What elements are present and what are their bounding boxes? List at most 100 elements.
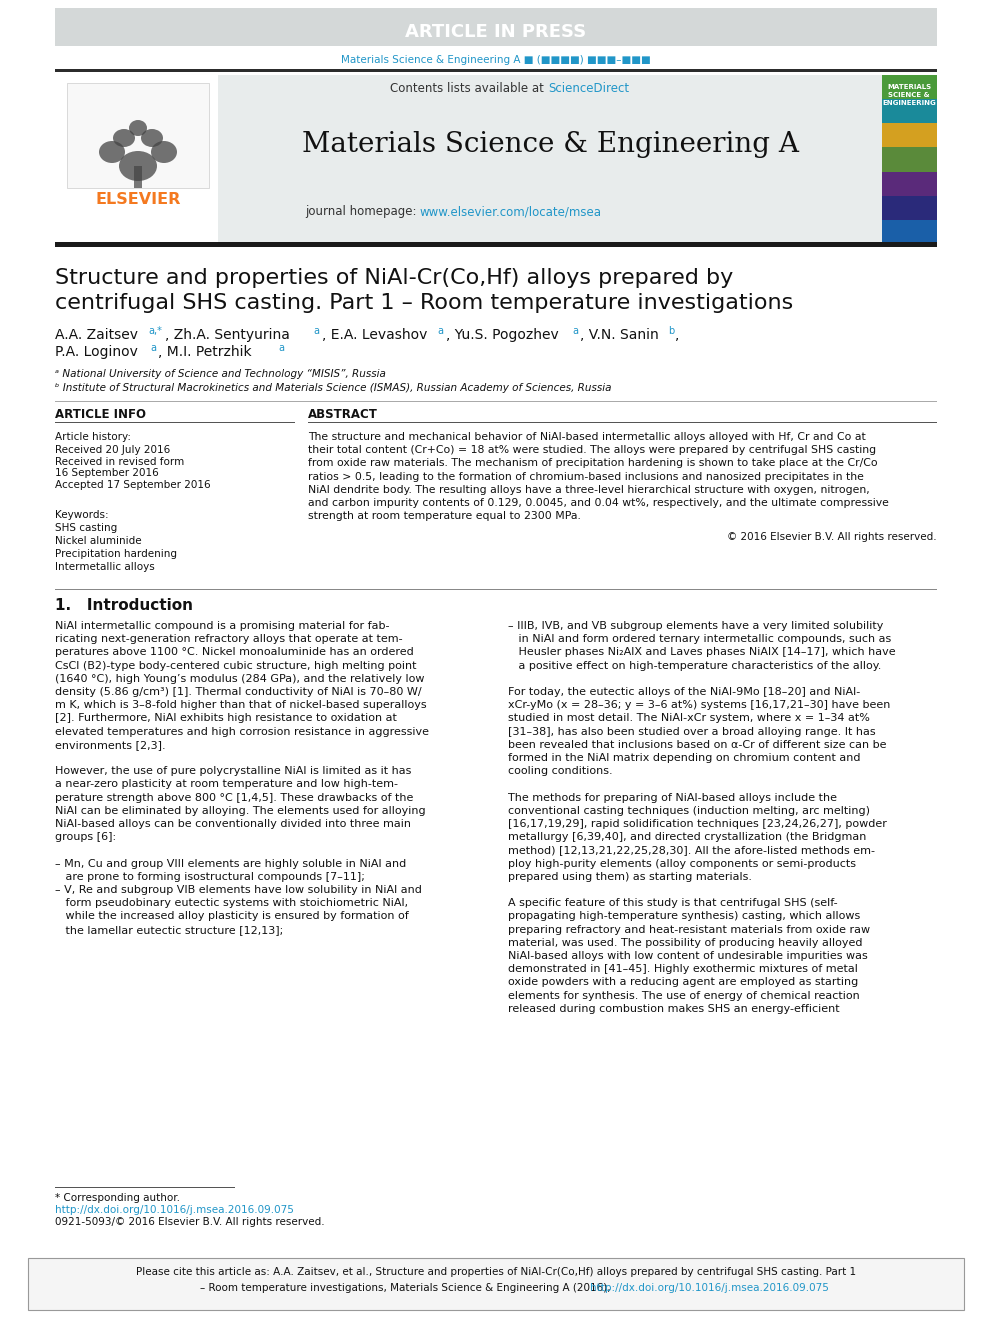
Text: SHS casting: SHS casting [55,523,117,533]
Text: density (5.86 g/cm³) [1]. Thermal conductivity of NiAl is 70–80 W/: density (5.86 g/cm³) [1]. Thermal conduc… [55,687,422,697]
Text: environments [2,3].: environments [2,3]. [55,740,166,750]
Bar [882,75,937,99]
Text: http://dx.doi.org/10.1016/j.msea.2016.09.075: http://dx.doi.org/10.1016/j.msea.2016.09… [55,1205,294,1215]
Text: ABSTRACT: ABSTRACT [308,409,378,422]
Text: ᵇ Institute of Structural Macrokinetics and Materials Science (ISMAS), Russian A: ᵇ Institute of Structural Macrokinetics … [55,382,611,393]
Text: prepared using them) as starting materials.: prepared using them) as starting materia… [508,872,752,882]
Text: metallurgy [6,39,40], and directed crystallization (the Bridgman: metallurgy [6,39,40], and directed cryst… [508,832,866,843]
Text: studied in most detail. The NiAl-xCr system, where x = 1–34 at%: studied in most detail. The NiAl-xCr sys… [508,713,870,724]
Text: Keywords:: Keywords: [55,509,109,520]
Bar [55,69,937,71]
Bar [55,8,937,46]
Text: Heusler phases Ni₂AlX and Laves phases NiAlX [14–17], which have: Heusler phases Ni₂AlX and Laves phases N… [508,647,896,658]
Text: ploy high-purity elements (alloy components or semi-products: ploy high-purity elements (alloy compone… [508,859,856,869]
Bar [55,242,937,247]
Text: a: a [150,343,156,353]
Text: elevated temperatures and high corrosion resistance in aggressive: elevated temperatures and high corrosion… [55,726,429,737]
Text: (1640 °C), high Young’s modulus (284 GPa), and the relatively low: (1640 °C), high Young’s modulus (284 GPa… [55,673,425,684]
Text: For today, the eutectic alloys of the NiAl-9Mo [18–20] and NiAl-: For today, the eutectic alloys of the Ni… [508,687,860,697]
Bar [218,75,882,243]
Text: been revealed that inclusions based on α-Cr of different size can be: been revealed that inclusions based on α… [508,740,887,750]
Ellipse shape [99,142,125,163]
Text: P.A. Loginov: P.A. Loginov [55,345,138,359]
Text: A specific feature of this study is that centrifugal SHS (self-: A specific feature of this study is that… [508,898,837,908]
Text: Nickel aluminide: Nickel aluminide [55,536,142,546]
Text: from oxide raw materials. The mechanism of precipitation hardening is shown to t: from oxide raw materials. The mechanism … [308,458,878,468]
Text: while the increased alloy plasticity is ensured by formation of: while the increased alloy plasticity is … [55,912,409,921]
Text: oxide powders with a reducing agent are employed as starting: oxide powders with a reducing agent are … [508,978,858,987]
Text: MATERIALS
SCIENCE &
ENGINEERING: MATERIALS SCIENCE & ENGINEERING [882,83,935,106]
Bar [882,147,937,172]
Text: http://dx.doi.org/10.1016/j.msea.2016.09.075: http://dx.doi.org/10.1016/j.msea.2016.09… [590,1283,829,1293]
Text: ARTICLE IN PRESS: ARTICLE IN PRESS [406,22,586,41]
Text: [31–38], has also been studied over a broad alloying range. It has: [31–38], has also been studied over a br… [508,726,876,737]
Text: 1.   Introduction: 1. Introduction [55,598,193,614]
Text: [16,17,19,29], rapid solidification techniques [23,24,26,27], powder: [16,17,19,29], rapid solidification tech… [508,819,887,830]
Text: a: a [278,343,284,353]
Text: Received in revised form: Received in revised form [55,456,185,467]
Bar [882,172,937,196]
Text: groups [6]:: groups [6]: [55,832,116,843]
Text: centrifugal SHS casting. Part 1 – Room temperature investigations: centrifugal SHS casting. Part 1 – Room t… [55,292,794,314]
Text: released during combustion makes SHS an energy-efficient: released during combustion makes SHS an … [508,1004,839,1013]
Text: ScienceDirect: ScienceDirect [548,82,629,94]
Text: – Room temperature investigations, Materials Science & Engineering A (2016),: – Room temperature investigations, Mater… [200,1283,614,1293]
Text: NiAl-based alloys with low content of undesirable impurities was: NiAl-based alloys with low content of un… [508,951,868,960]
Text: www.elsevier.com/locate/msea: www.elsevier.com/locate/msea [420,205,602,218]
Bar [882,75,937,243]
Text: the lamellar eutectic structure [12,13];: the lamellar eutectic structure [12,13]; [55,925,284,934]
Bar [55,75,218,243]
Text: form pseudobinary eutectic systems with stoichiometric NiAl,: form pseudobinary eutectic systems with … [55,898,408,908]
Text: a: a [437,325,443,336]
Text: peratures above 1100 °C. Nickel monoaluminide has an ordered: peratures above 1100 °C. Nickel monoalum… [55,647,414,658]
Text: material, was used. The possibility of producing heavily alloyed: material, was used. The possibility of p… [508,938,862,947]
Text: 16 September 2016: 16 September 2016 [55,468,159,478]
Text: elements for synthesis. The use of energy of chemical reaction: elements for synthesis. The use of energ… [508,991,860,1000]
Text: Precipitation hardening: Precipitation hardening [55,549,177,560]
Text: , M.I. Petrzhik: , M.I. Petrzhik [158,345,252,359]
Text: perature strength above 800 °C [1,4,5]. These drawbacks of the: perature strength above 800 °C [1,4,5]. … [55,792,414,803]
Text: CsCl (B2)-type body-centered cubic structure, high melting point: CsCl (B2)-type body-centered cubic struc… [55,660,417,671]
Text: ᵃ National University of Science and Technology “MISIS”, Russia: ᵃ National University of Science and Tec… [55,369,386,378]
Text: journal homepage:: journal homepage: [305,205,420,218]
Bar [882,220,937,243]
Text: xCr-yMo (x = 28–36; y = 3–6 at%) systems [16,17,21–30] have been: xCr-yMo (x = 28–36; y = 3–6 at%) systems… [508,700,891,710]
Text: [2]. Furthermore, NiAl exhibits high resistance to oxidation at: [2]. Furthermore, NiAl exhibits high res… [55,713,397,724]
Text: Article history:: Article history: [55,433,131,442]
Text: – V, Re and subgroup VIB elements have low solubility in NiAl and: – V, Re and subgroup VIB elements have l… [55,885,422,894]
Text: a positive effect on high-temperature characteristics of the alloy.: a positive effect on high-temperature ch… [508,660,881,671]
Text: demonstrated in [41–45]. Highly exothermic mixtures of metal: demonstrated in [41–45]. Highly exotherm… [508,964,858,974]
Text: a: a [572,325,578,336]
Text: The structure and mechanical behavior of NiAl-based intermetallic alloys alloyed: The structure and mechanical behavior of… [308,433,866,442]
Text: formed in the NiAl matrix depending on chromium content and: formed in the NiAl matrix depending on c… [508,753,860,763]
Text: Contents lists available at: Contents lists available at [391,82,548,94]
Text: a,*: a,* [148,325,162,336]
Text: strength at room temperature equal to 2300 MPa.: strength at room temperature equal to 23… [308,511,581,521]
Text: A.A. Zaitsev: A.A. Zaitsev [55,328,138,343]
Text: ARTICLE INFO: ARTICLE INFO [55,409,146,422]
Text: , E.A. Levashov: , E.A. Levashov [322,328,428,343]
Text: NiAl intermetallic compound is a promising material for fab-: NiAl intermetallic compound is a promisi… [55,620,390,631]
Text: conventional casting techniques (induction melting, arc melting): conventional casting techniques (inducti… [508,806,870,816]
Text: * Corresponding author.: * Corresponding author. [55,1193,180,1203]
Text: a: a [313,325,319,336]
Bar [882,99,937,123]
Text: ricating next-generation refractory alloys that operate at tem-: ricating next-generation refractory allo… [55,634,403,644]
Text: Received 20 July 2016: Received 20 July 2016 [55,445,171,455]
Text: , Zh.A. Sentyurina: , Zh.A. Sentyurina [165,328,290,343]
Text: The methods for preparing of NiAl-based alloys include the: The methods for preparing of NiAl-based … [508,792,837,803]
Ellipse shape [119,151,157,181]
Text: NiAl-based alloys can be conventionally divided into three main: NiAl-based alloys can be conventionally … [55,819,411,830]
Text: – IIIB, IVB, and VB subgroup elements have a very limited solubility: – IIIB, IVB, and VB subgroup elements ha… [508,620,883,631]
Text: Materials Science & Engineering A ■ (■■■■) ■■■–■■■: Materials Science & Engineering A ■ (■■■… [341,56,651,65]
Text: ELSEVIER: ELSEVIER [95,193,181,208]
Text: Structure and properties of NiAl-Cr(Co,Hf) alloys prepared by: Structure and properties of NiAl-Cr(Co,H… [55,269,733,288]
Text: However, the use of pure polycrystalline NiAl is limited as it has: However, the use of pure polycrystalline… [55,766,412,777]
Text: Materials Science & Engineering A: Materials Science & Engineering A [302,131,799,159]
Text: , Yu.S. Pogozhev: , Yu.S. Pogozhev [446,328,558,343]
Text: Intermetallic alloys: Intermetallic alloys [55,562,155,572]
Ellipse shape [129,120,147,136]
Text: method) [12,13,21,22,25,28,30]. All the afore-listed methods em-: method) [12,13,21,22,25,28,30]. All the … [508,845,875,856]
Text: their total content (Cr+Co) = 18 at% were studied. The alloys were prepared by c: their total content (Cr+Co) = 18 at% wer… [308,446,876,455]
Text: , V.N. Sanin: , V.N. Sanin [580,328,659,343]
